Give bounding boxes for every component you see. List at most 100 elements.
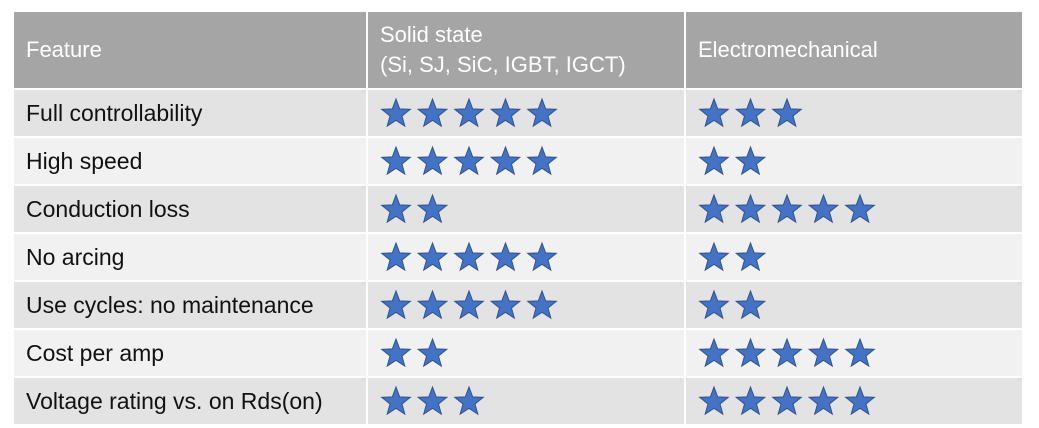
star: [416, 241, 449, 272]
rating-cell: [686, 330, 1022, 376]
star: [526, 289, 558, 320]
star: [489, 289, 522, 320]
star: [698, 337, 730, 368]
star-rating: [698, 241, 767, 272]
star: [453, 241, 485, 272]
star-rating: [380, 241, 558, 272]
feature-cell: Cost per amp: [14, 330, 366, 376]
star: [526, 97, 558, 128]
star: [380, 385, 412, 416]
star-rating: [698, 337, 876, 368]
star: [416, 385, 449, 416]
feature-label: No arcing: [26, 243, 125, 270]
feature-label: Conduction loss: [26, 195, 190, 222]
feature-cell: Conduction loss: [14, 186, 366, 232]
star: [844, 385, 876, 416]
star: [771, 337, 803, 368]
feature-cell: No arcing: [14, 234, 366, 280]
star-rating: [698, 289, 767, 320]
star: [489, 97, 522, 128]
star: [844, 337, 876, 368]
star: [416, 337, 449, 368]
star: [489, 241, 522, 272]
star: [416, 145, 449, 176]
star: [526, 145, 558, 176]
star: [807, 385, 840, 416]
star: [416, 289, 449, 320]
star: [380, 145, 412, 176]
rating-cell: [686, 378, 1022, 424]
star: [453, 145, 485, 176]
star: [380, 97, 412, 128]
header-cell: Feature: [14, 12, 366, 88]
star-rating: [380, 193, 449, 224]
header-cell: Electromechanical: [686, 12, 1022, 88]
star: [380, 337, 412, 368]
star: [698, 385, 730, 416]
star: [380, 193, 412, 224]
star: [734, 289, 767, 320]
rating-cell: [686, 186, 1022, 232]
star: [453, 385, 485, 416]
rating-cell: [368, 234, 684, 280]
star-rating: [380, 337, 449, 368]
star: [734, 385, 767, 416]
star-rating: [380, 145, 558, 176]
star: [734, 337, 767, 368]
feature-label: Full controllability: [26, 99, 203, 126]
star: [734, 145, 767, 176]
header-cell: Solid state (Si, SJ, SiC, IGBT, IGCT): [368, 12, 684, 88]
star: [416, 97, 449, 128]
star: [807, 193, 840, 224]
feature-label: Voltage rating vs. on Rds(on): [26, 387, 323, 414]
rating-cell: [686, 138, 1022, 184]
feature-cell: High speed: [14, 138, 366, 184]
star: [416, 193, 449, 224]
star: [453, 97, 485, 128]
header-solid-state: Solid state: [380, 22, 483, 47]
star: [698, 241, 730, 272]
star: [698, 289, 730, 320]
star: [489, 145, 522, 176]
star-rating: [380, 289, 558, 320]
star-rating: [380, 385, 485, 416]
star: [844, 193, 876, 224]
feature-label: High speed: [26, 147, 143, 174]
star: [698, 145, 730, 176]
rating-cell: [686, 90, 1022, 136]
star: [380, 241, 412, 272]
feature-cell: Full controllability: [14, 90, 366, 136]
star: [771, 193, 803, 224]
star: [807, 337, 840, 368]
star-rating: [698, 97, 803, 128]
star: [734, 97, 767, 128]
header-electromechanical: Electromechanical: [698, 37, 878, 62]
feature-label: Use cycles: no maintenance: [26, 291, 314, 318]
star: [453, 289, 485, 320]
rating-cell: [368, 378, 684, 424]
feature-label: Cost per amp: [26, 339, 165, 366]
star: [380, 289, 412, 320]
star-rating: [698, 193, 876, 224]
star: [698, 97, 730, 128]
header-solid-state-subtitle: (Si, SJ, SiC, IGBT, IGCT): [380, 52, 626, 77]
feature-cell: Use cycles: no maintenance: [14, 282, 366, 328]
star: [526, 241, 558, 272]
rating-cell: [686, 234, 1022, 280]
rating-cell: [368, 138, 684, 184]
header-feature: Feature: [26, 37, 102, 62]
star: [698, 193, 730, 224]
feature-cell: Voltage rating vs. on Rds(on): [14, 378, 366, 424]
rating-cell: [368, 282, 684, 328]
rating-cell: [686, 282, 1022, 328]
star-rating: [698, 385, 876, 416]
star: [734, 241, 767, 272]
rating-cell: [368, 186, 684, 232]
star-rating: [380, 97, 558, 128]
star: [771, 385, 803, 416]
star: [734, 193, 767, 224]
star-rating: [698, 145, 767, 176]
rating-cell: [368, 330, 684, 376]
rating-cell: [368, 90, 684, 136]
